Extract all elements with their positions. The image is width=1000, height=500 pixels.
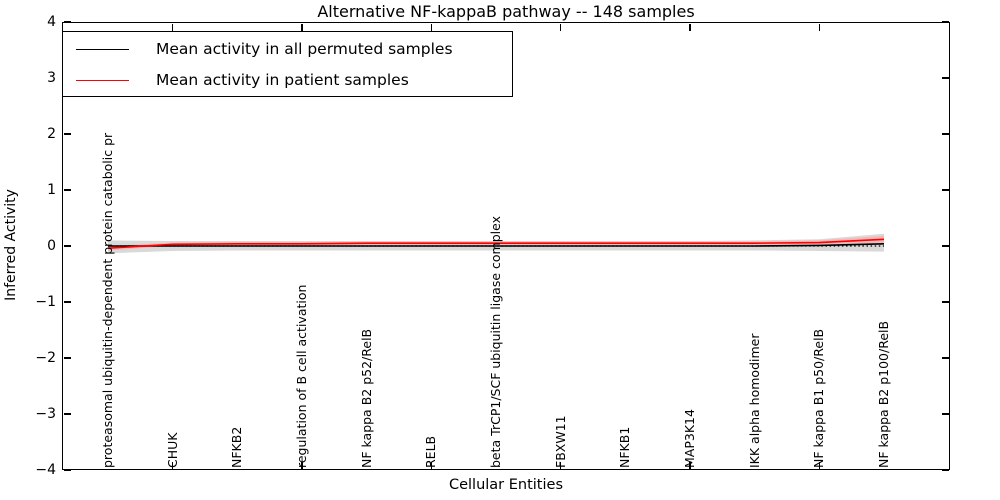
- y-tick-label: 4: [47, 14, 56, 30]
- y-tick-label: −2: [35, 350, 56, 366]
- axis-tick: [941, 413, 949, 415]
- legend: Mean activity in all permuted samples Me…: [62, 31, 513, 97]
- axis-tick: [301, 23, 303, 31]
- entity-label: NF kappa B2 p100/RelB: [876, 320, 891, 468]
- y-tick-label: 0: [47, 238, 56, 254]
- axis-tick: [941, 189, 949, 191]
- legend-item-patient: Mean activity in patient samples: [63, 69, 409, 91]
- entity-label: NF kappa B2 p52/RelB: [358, 328, 374, 468]
- entity-label: FBXW11: [552, 415, 568, 468]
- y-tick-label: 2: [47, 126, 56, 142]
- axis-tick: [818, 461, 820, 469]
- axis-tick: [689, 23, 691, 31]
- plot-canvas: [107, 233, 885, 254]
- y-tick-label: −3: [35, 406, 56, 422]
- axis-tick: [63, 413, 71, 415]
- axis-tick: [430, 461, 432, 469]
- axis-tick: [560, 23, 562, 31]
- axis-tick: [560, 461, 562, 469]
- series-line-1: [107, 238, 885, 249]
- axis-tick: [63, 133, 71, 135]
- axis-tick: [172, 461, 174, 469]
- axis-tick: [63, 301, 71, 303]
- entity-label: CHUK: [164, 432, 180, 468]
- axis-tick: [63, 21, 71, 23]
- axis-tick: [941, 21, 949, 23]
- axis-tick: [301, 461, 303, 469]
- legend-item-permuted: Mean activity in all permuted samples: [63, 38, 453, 60]
- entity-label: MAP3K14: [682, 409, 697, 468]
- entity-label: IKK alpha homodimer: [746, 333, 762, 469]
- entity-label: regulation of B cell activation: [294, 284, 309, 468]
- axis-tick: [172, 23, 174, 31]
- legend-line-permuted-swatch: [76, 48, 129, 50]
- axis-tick: [941, 245, 949, 247]
- axis-tick: [63, 357, 71, 359]
- axis-tick: [430, 23, 432, 31]
- y-tick-label: 3: [47, 70, 56, 86]
- entity-label: NFKB1: [617, 426, 633, 468]
- y-tick-label: −4: [35, 462, 56, 478]
- axis-tick: [689, 461, 691, 469]
- axis-tick: [941, 301, 949, 303]
- x-axis-label: Cellular Entities: [448, 477, 564, 493]
- axis-tick: [941, 77, 949, 79]
- entity-label: proteasomal ubiquitin-dependent protein …: [100, 132, 115, 468]
- axis-tick: [941, 133, 949, 135]
- series-line-0: [108, 243, 885, 247]
- axis-tick: [63, 189, 71, 191]
- legend-label-permuted: Mean activity in all permuted samples: [156, 40, 453, 58]
- axis-tick: [941, 469, 949, 471]
- legend-label-patient: Mean activity in patient samples: [156, 71, 409, 89]
- y-tick-label: 1: [47, 182, 56, 198]
- entity-label: RELB: [423, 435, 439, 468]
- entity-label: NFKB2: [229, 426, 245, 468]
- chart-title: Alternative NF-kappaB pathway -- 148 sam…: [317, 2, 695, 21]
- entity-label: NF kappa B1 p50/RelB: [811, 328, 827, 468]
- axis-tick: [818, 23, 820, 31]
- legend-line-patient-swatch: [76, 79, 129, 81]
- axis-tick: [63, 469, 71, 471]
- axis-tick: [63, 245, 71, 247]
- entity-label: beta TrCP1/SCF ubiquitin ligase complex: [488, 216, 503, 468]
- axis-tick: [941, 357, 949, 359]
- y-tick-label: −1: [35, 294, 56, 310]
- y-axis-label: Inferred Activity: [3, 189, 19, 301]
